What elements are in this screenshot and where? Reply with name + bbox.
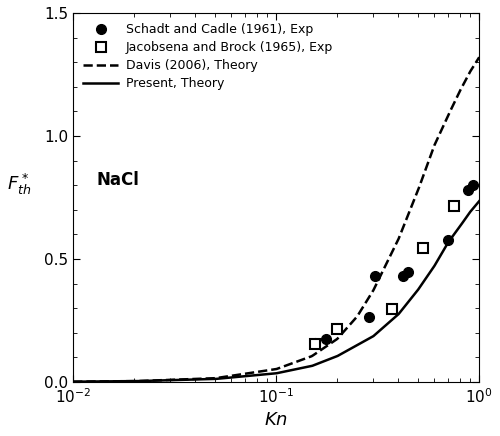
Y-axis label: $F^*_{th}$: $F^*_{th}$ bbox=[7, 172, 32, 198]
Legend: Schadt and Cadle (1961), Exp, Jacobsena and Brock (1965), Exp, Davis (2006), The: Schadt and Cadle (1961), Exp, Jacobsena … bbox=[78, 18, 338, 95]
X-axis label: $Kn$: $Kn$ bbox=[264, 411, 288, 429]
Text: NaCl: NaCl bbox=[96, 171, 139, 189]
